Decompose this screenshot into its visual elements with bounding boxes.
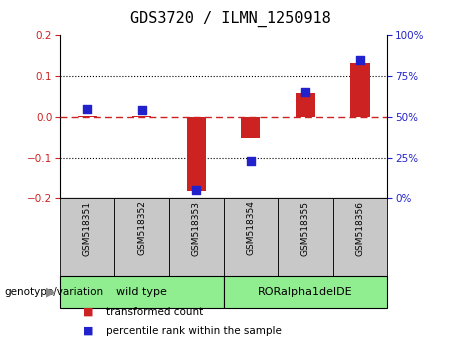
Bar	[350, 63, 370, 117]
Bar	[241, 117, 260, 138]
Bar	[296, 93, 315, 117]
Point	[193, 187, 200, 193]
Bar	[169, 198, 224, 276]
Point	[83, 106, 91, 112]
Bar	[77, 116, 97, 117]
Text: GSM518351: GSM518351	[83, 201, 92, 256]
Point	[138, 108, 145, 113]
Text: ■: ■	[83, 326, 94, 336]
Text: percentile rank within the sample: percentile rank within the sample	[106, 326, 282, 336]
Text: ▶: ▶	[46, 286, 55, 298]
Bar	[187, 117, 206, 191]
Bar	[114, 198, 169, 276]
Text: genotype/variation: genotype/variation	[5, 287, 104, 297]
Point	[247, 158, 254, 164]
Bar	[132, 116, 151, 117]
Text: GSM518355: GSM518355	[301, 201, 310, 256]
Text: GSM518353: GSM518353	[192, 201, 201, 256]
Bar	[333, 198, 387, 276]
Text: GDS3720 / ILMN_1250918: GDS3720 / ILMN_1250918	[130, 11, 331, 27]
Text: transformed count: transformed count	[106, 307, 203, 316]
Bar	[278, 198, 333, 276]
Text: RORalpha1delDE: RORalpha1delDE	[258, 287, 353, 297]
Text: wild type: wild type	[116, 287, 167, 297]
Point	[356, 57, 364, 63]
Text: GSM518356: GSM518356	[355, 201, 365, 256]
Text: ■: ■	[83, 307, 94, 316]
Text: GSM518352: GSM518352	[137, 201, 146, 256]
Bar	[224, 276, 387, 308]
Point	[301, 90, 309, 95]
Bar	[60, 198, 114, 276]
Text: GSM518354: GSM518354	[246, 201, 255, 256]
Bar	[224, 198, 278, 276]
Bar	[60, 276, 224, 308]
